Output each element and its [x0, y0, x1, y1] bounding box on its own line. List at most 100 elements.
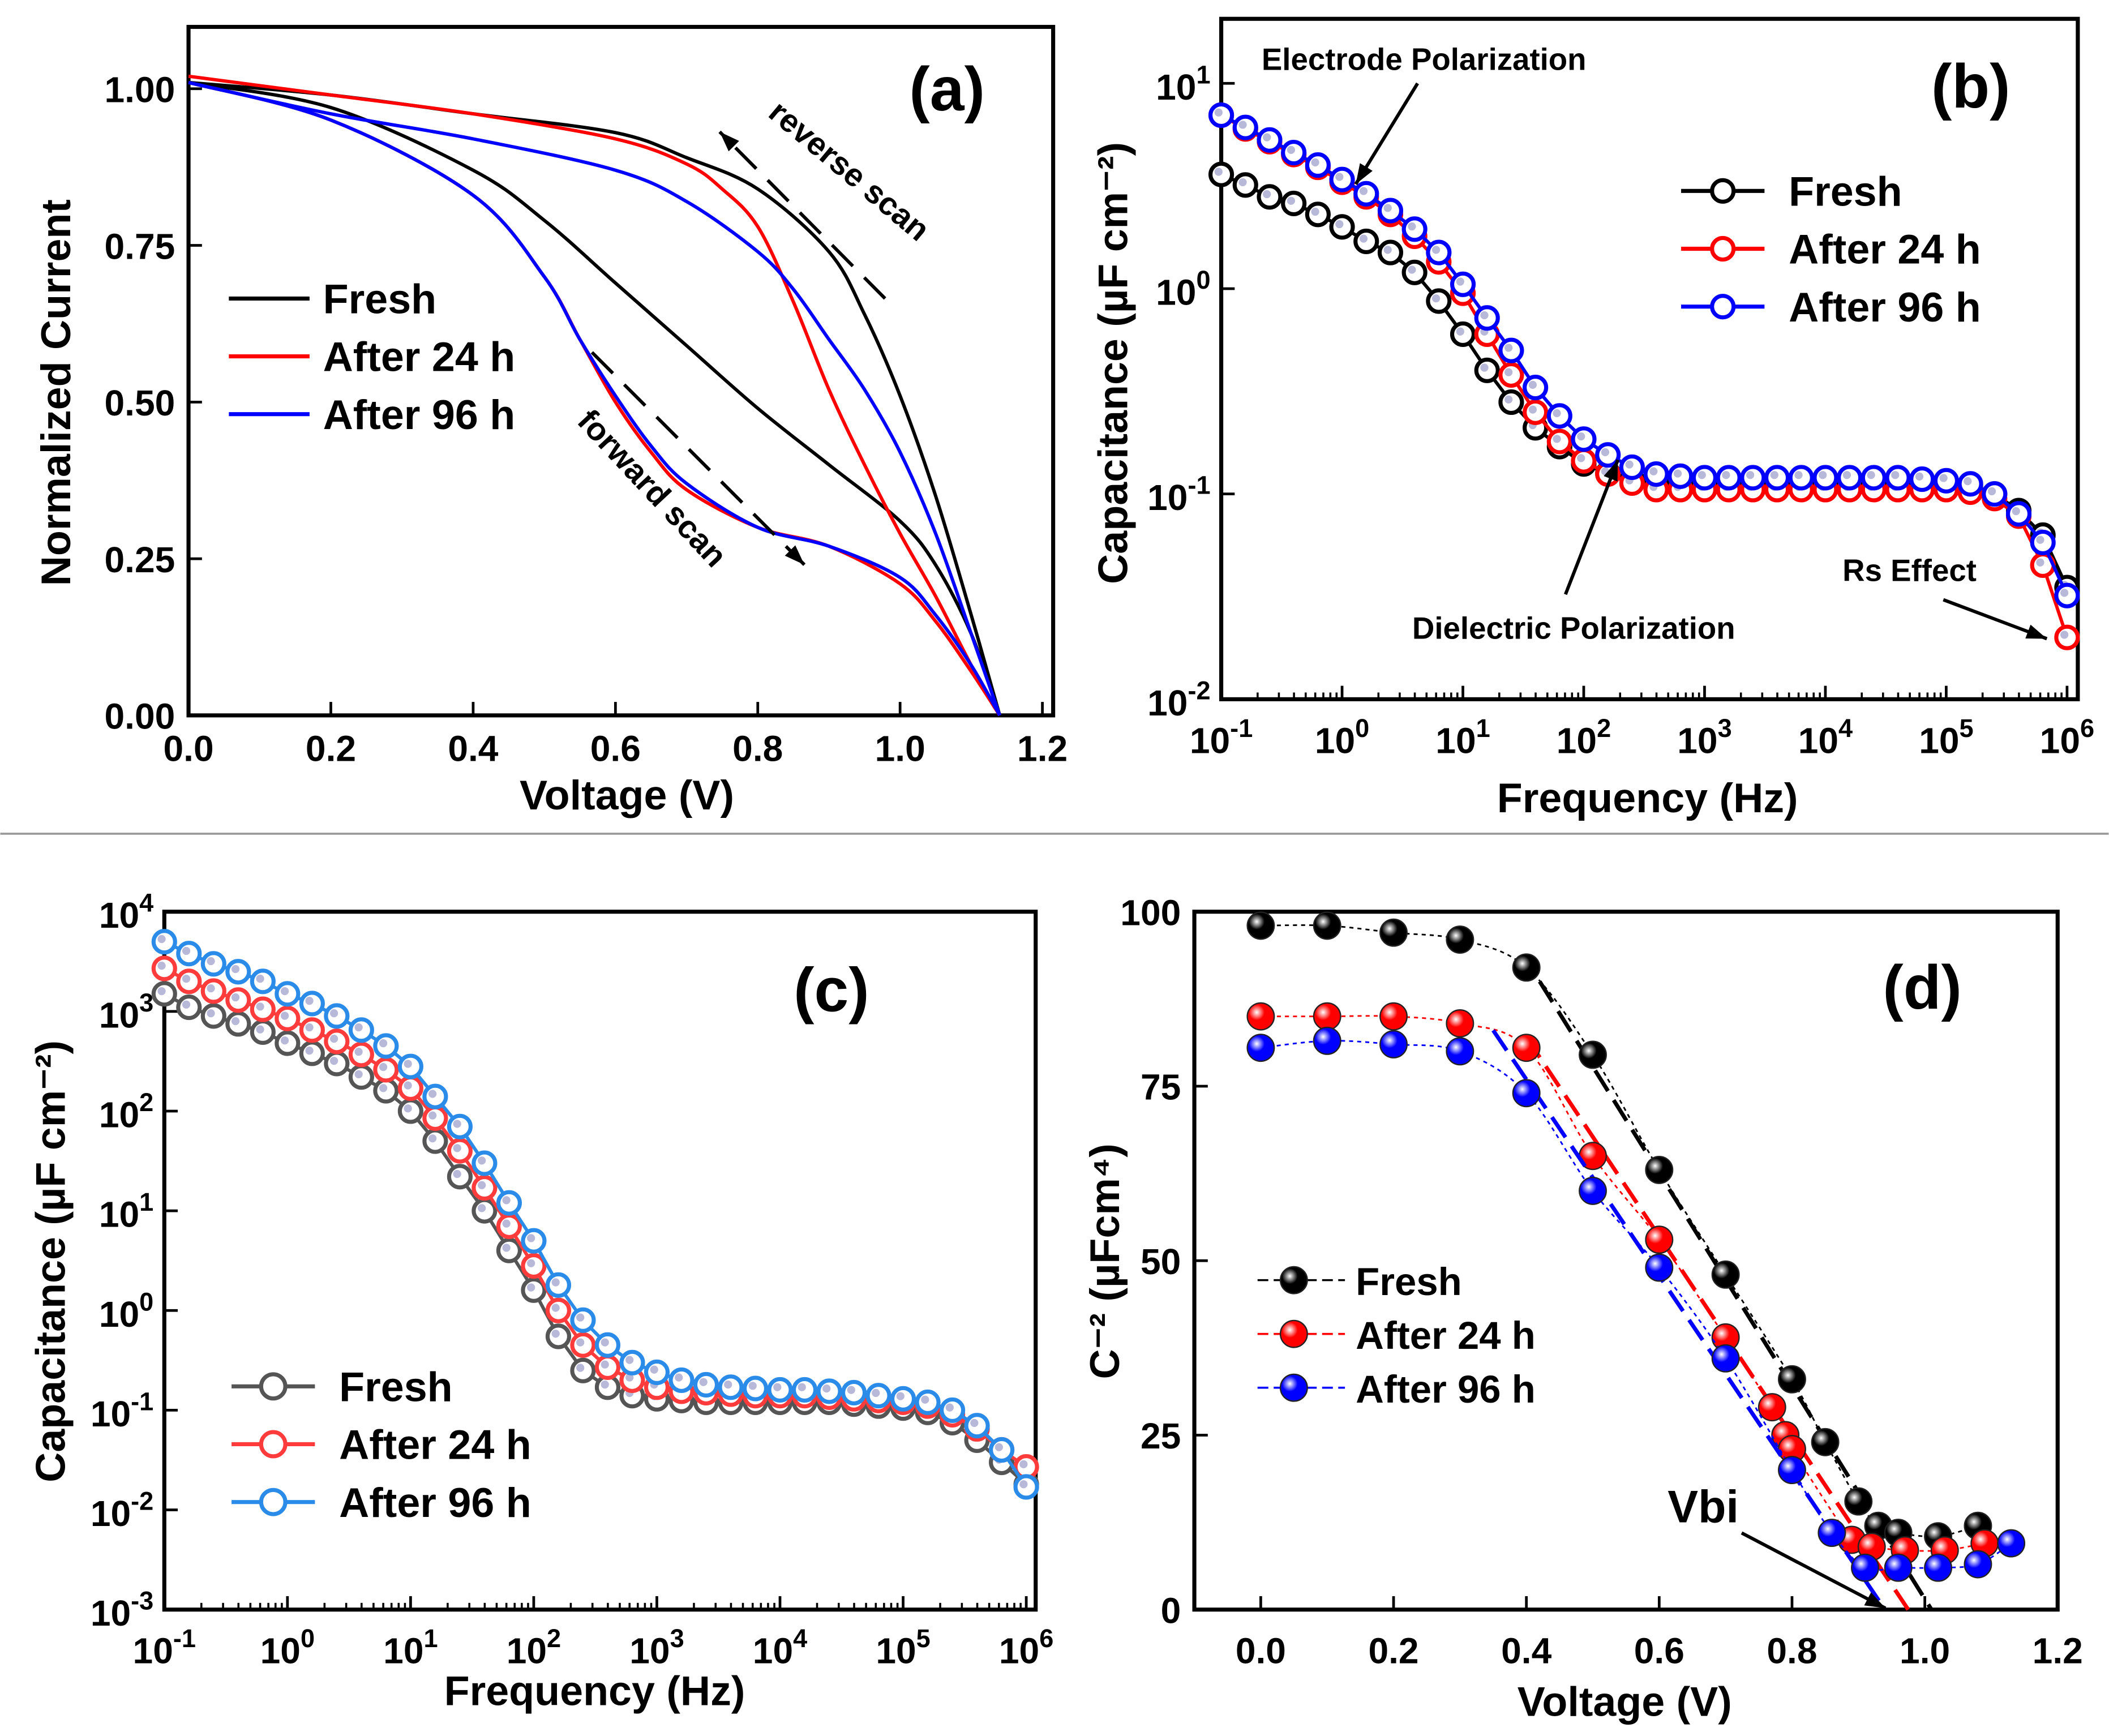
- data-point-highlight: [280, 1011, 289, 1020]
- vbi-arrow-head: [1864, 1592, 1886, 1609]
- data-point-highlight: [527, 1259, 535, 1267]
- data-point-highlight: [1794, 471, 1803, 479]
- data-point-d: [1884, 1553, 1913, 1582]
- data-point-highlight: [773, 1383, 782, 1391]
- data-point-highlight: [428, 1134, 437, 1143]
- data-point-highlight: [748, 1382, 757, 1390]
- series-line-after-96-h-forward: [188, 80, 1001, 717]
- data-point-highlight: [1842, 471, 1851, 479]
- data-point-d: [1778, 1365, 1806, 1394]
- data-point-highlight: [1480, 311, 1489, 320]
- x-tick-label-b: 104: [1798, 714, 1853, 761]
- y-tick-label-a: 0.00: [104, 696, 175, 737]
- legend-marker-c: [259, 1488, 288, 1516]
- data-point-highlight: [1964, 477, 1972, 486]
- data-point-d: [1379, 918, 1408, 947]
- x-axis-label-c: Frequency (Hz): [444, 1667, 745, 1714]
- legend-marker-b: [1710, 235, 1736, 262]
- data-point-highlight: [1456, 277, 1464, 286]
- data-point-highlight: [2060, 631, 2069, 639]
- data-point-d: [1844, 1487, 1873, 1516]
- data-point-highlight: [329, 1034, 338, 1043]
- data-point-highlight: [502, 1196, 511, 1205]
- y-tick-label-c: 100: [99, 1287, 153, 1335]
- x-tick-label-a: 1.2: [1017, 728, 1068, 769]
- data-point-highlight: [896, 1392, 905, 1400]
- x-tick-label-c: 102: [507, 1624, 561, 1671]
- data-point-highlight: [231, 1017, 240, 1026]
- y-tick-label-b: 101: [1156, 60, 1210, 108]
- legend-label-b: After 96 h: [1789, 284, 1981, 331]
- x-tick-label-b: 103: [1677, 714, 1731, 761]
- data-point-highlight: [822, 1384, 831, 1393]
- legend-marker-c: [259, 1372, 288, 1401]
- y-tick-label-d: 0: [1161, 1590, 1181, 1631]
- y-tick-label-d: 75: [1141, 1067, 1181, 1108]
- data-point-highlight: [1867, 471, 1875, 479]
- x-axis-label-b: Frequency (Hz): [1497, 774, 1798, 821]
- y-axis-label-d: C⁻² (µFcm⁴): [1081, 1143, 1128, 1379]
- data-point-highlight: [2060, 589, 2069, 597]
- x-axis-label-d: Voltage (V): [1518, 1678, 1732, 1725]
- legend-marker-b: [1710, 178, 1736, 204]
- series-guide-d: [1261, 924, 1978, 1538]
- data-point-d: [1313, 911, 1341, 940]
- legend-label-b: Fresh: [1789, 168, 1902, 215]
- y-tick-label-c: 103: [99, 988, 153, 1036]
- data-point-highlight: [453, 1144, 461, 1152]
- series-line-after-24-h-reverse: [188, 74, 1001, 717]
- data-point-highlight: [502, 1244, 511, 1252]
- data-point-highlight: [231, 965, 240, 974]
- y-tick-label-a: 1.00: [104, 70, 175, 110]
- data-point-highlight: [404, 1081, 412, 1090]
- data-point-highlight: [527, 1234, 535, 1242]
- data-point-highlight: [329, 1057, 338, 1065]
- data-point-highlight: [1019, 1460, 1028, 1468]
- x-tick-label-b: 100: [1315, 714, 1369, 761]
- data-point-highlight: [675, 1373, 683, 1382]
- data-point-highlight: [157, 987, 166, 996]
- legend-label-c: After 24 h: [339, 1421, 531, 1468]
- data-point-highlight: [404, 1060, 412, 1068]
- data-point-highlight: [1987, 487, 1996, 496]
- x-tick-label-c: 104: [753, 1624, 807, 1671]
- data-point-highlight: [1528, 380, 1537, 389]
- reverse-scan-arrow: [718, 130, 886, 300]
- data-point-highlight: [256, 1025, 264, 1034]
- data-point-d: [1924, 1553, 1953, 1582]
- y-tick-label-b: 100: [1156, 265, 1210, 313]
- data-point-highlight: [1939, 474, 1948, 482]
- legend-label-a: After 24 h: [323, 333, 516, 380]
- data-point-highlight: [354, 1070, 363, 1079]
- data-point-highlight: [478, 1156, 486, 1165]
- data-point-highlight: [1214, 168, 1223, 176]
- data-point-highlight: [1311, 207, 1319, 216]
- data-point-d: [1645, 1225, 1674, 1254]
- linear-fit-d: [1524, 1036, 1910, 1611]
- legend-marker-b: [1710, 294, 1736, 320]
- data-point-d: [1446, 925, 1474, 954]
- reverse-scan-arrow-head: [719, 131, 739, 152]
- y-tick-label-a: 0.50: [104, 383, 175, 423]
- data-point-highlight: [1214, 108, 1223, 117]
- y-axis-label-c: Capacitance (µF cm⁻²): [27, 1040, 74, 1482]
- data-point-highlight: [847, 1386, 855, 1394]
- data-point-highlight: [502, 1219, 511, 1228]
- y-tick-label-b: 10-1: [1147, 471, 1210, 518]
- legend-marker-c: [259, 1430, 288, 1459]
- y-tick-label-c: 104: [99, 889, 153, 936]
- data-point-highlight: [1408, 265, 1416, 274]
- data-point-highlight: [576, 1338, 585, 1347]
- data-point-d: [1246, 1002, 1275, 1031]
- data-point-highlight: [1263, 133, 1271, 142]
- forward-scan-arrow: [590, 351, 806, 566]
- forward-scan-arrow-head: [785, 545, 805, 565]
- data-point-highlight: [1359, 187, 1368, 195]
- data-point-d: [1246, 911, 1275, 940]
- electrode-polarization-arrow-head: [1356, 163, 1373, 185]
- y-tick-label-c: 10-3: [91, 1587, 153, 1634]
- data-point-highlight: [1649, 467, 1658, 475]
- y-axis-label-b: Capacitance (µF cm⁻²): [1089, 142, 1136, 584]
- y-axis-label-a: Normalized Current: [32, 199, 79, 586]
- data-point-highlight: [1698, 471, 1706, 479]
